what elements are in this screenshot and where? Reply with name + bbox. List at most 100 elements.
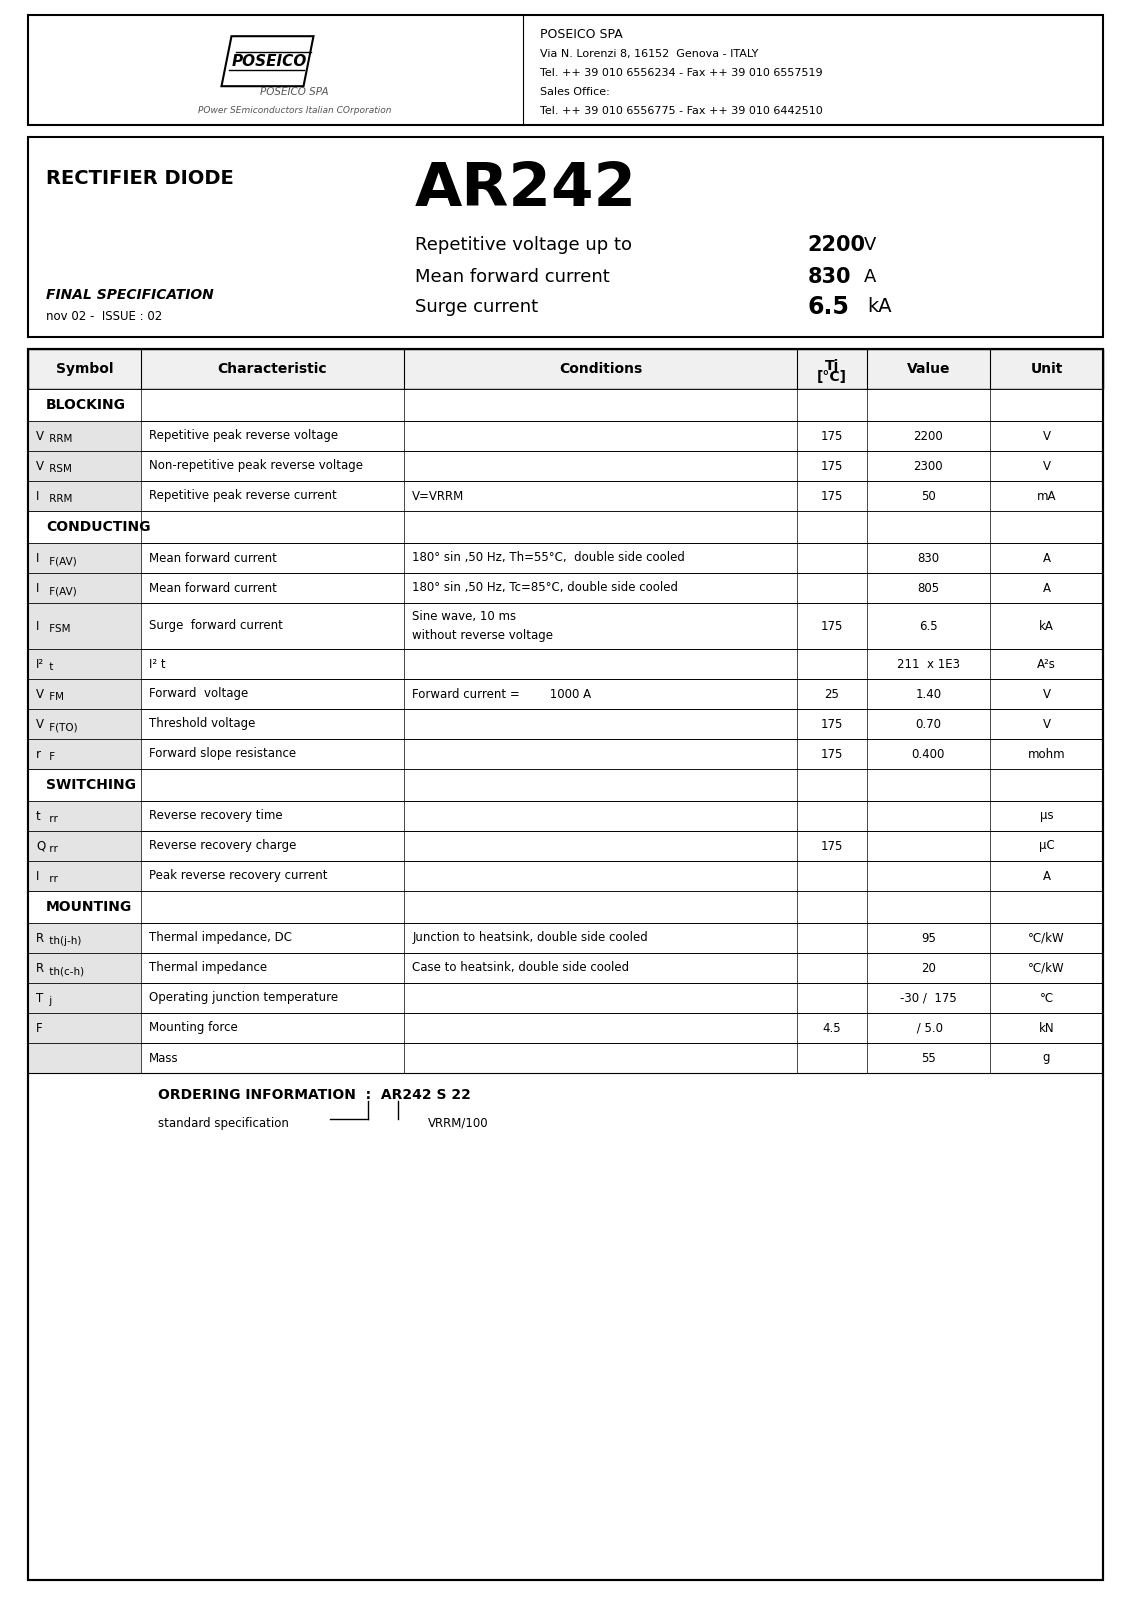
Bar: [28, 891, 1103, 923]
Text: 0.70: 0.70: [915, 717, 941, 731]
Text: R: R: [36, 931, 44, 944]
Text: A: A: [863, 267, 875, 286]
Text: V: V: [36, 429, 44, 443]
Bar: [28, 954, 141, 982]
Bar: [28, 542, 1103, 573]
Bar: [28, 982, 141, 1013]
Text: 175: 175: [820, 747, 843, 760]
Bar: [28, 650, 1103, 678]
Bar: [28, 1043, 1103, 1074]
Text: 0.400: 0.400: [912, 747, 946, 760]
Bar: [28, 709, 141, 739]
Text: Mass: Mass: [149, 1051, 179, 1064]
Text: 2200: 2200: [808, 235, 865, 254]
Text: RRM: RRM: [46, 494, 72, 504]
Text: Forward  voltage: Forward voltage: [149, 688, 248, 701]
Bar: [28, 451, 141, 482]
Text: 180° sin ,50 Hz, Tc=85°C, double side cooled: 180° sin ,50 Hz, Tc=85°C, double side co…: [413, 581, 679, 595]
Text: without reverse voltage: without reverse voltage: [413, 629, 553, 642]
Text: Conditions: Conditions: [559, 362, 642, 376]
Bar: [28, 861, 141, 891]
Text: Repetitive peak reverse voltage: Repetitive peak reverse voltage: [149, 429, 338, 443]
Text: 20: 20: [921, 962, 935, 974]
Bar: [28, 954, 1103, 982]
Bar: [28, 982, 1103, 1013]
Text: MOUNTING: MOUNTING: [46, 899, 132, 914]
Text: ORDERING INFORMATION  :  AR242 S 22: ORDERING INFORMATION : AR242 S 22: [158, 1088, 470, 1102]
Text: F(TO): F(TO): [46, 722, 78, 733]
Text: V: V: [1043, 717, 1051, 731]
Text: POwer SEmiconductors Italian COrporation: POwer SEmiconductors Italian COrporation: [198, 106, 391, 115]
Text: 50: 50: [921, 490, 935, 502]
Text: 175: 175: [820, 490, 843, 502]
Bar: [28, 802, 141, 830]
Bar: [28, 1013, 1103, 1043]
Text: 830: 830: [808, 267, 851, 286]
Text: Case to heatsink, double side cooled: Case to heatsink, double side cooled: [413, 962, 629, 974]
Text: VRRM/100: VRRM/100: [428, 1117, 489, 1130]
Text: Via N. Lorenzi 8, 16152  Genova - ITALY: Via N. Lorenzi 8, 16152 Genova - ITALY: [541, 50, 759, 59]
Text: V: V: [1043, 429, 1051, 443]
Bar: [28, 678, 1103, 709]
Text: I: I: [36, 490, 40, 502]
Bar: [28, 349, 1103, 389]
Text: 6.5: 6.5: [920, 619, 938, 632]
Text: g: g: [1043, 1051, 1051, 1064]
Bar: [28, 451, 1103, 482]
Text: rr: rr: [46, 874, 58, 883]
Bar: [28, 349, 1103, 1581]
Text: 4.5: 4.5: [822, 1021, 840, 1035]
Bar: [28, 1013, 141, 1043]
Text: A: A: [1043, 581, 1051, 595]
Text: 6.5: 6.5: [808, 294, 849, 318]
Text: 180° sin ,50 Hz, Th=55°C,  double side cooled: 180° sin ,50 Hz, Th=55°C, double side co…: [413, 552, 685, 565]
Text: 95: 95: [921, 931, 935, 944]
Text: 1.40: 1.40: [915, 688, 941, 701]
Bar: [28, 861, 1103, 891]
Text: th(c-h): th(c-h): [46, 966, 84, 976]
Text: T: T: [36, 992, 43, 1005]
Bar: [28, 830, 141, 861]
Text: nov 02 -  ISSUE : 02: nov 02 - ISSUE : 02: [46, 310, 162, 323]
Text: mohm: mohm: [1028, 747, 1065, 760]
Text: 2200: 2200: [914, 429, 943, 443]
Text: 2300: 2300: [914, 459, 943, 472]
Text: Non-repetitive peak reverse voltage: Non-repetitive peak reverse voltage: [149, 459, 363, 472]
Text: standard specification: standard specification: [158, 1117, 288, 1130]
Text: POSEICO SPA: POSEICO SPA: [260, 86, 329, 98]
Text: I: I: [36, 869, 40, 883]
Text: 55: 55: [921, 1051, 935, 1064]
Text: Tj: Tj: [824, 358, 839, 373]
Text: Symbol: Symbol: [55, 362, 113, 376]
Text: rr: rr: [46, 845, 58, 854]
Bar: [28, 14, 1103, 125]
Text: Peak reverse recovery current: Peak reverse recovery current: [149, 869, 327, 883]
Text: R: R: [36, 962, 44, 974]
Text: Surge current: Surge current: [415, 298, 538, 317]
Text: POSEICO SPA: POSEICO SPA: [541, 29, 623, 42]
Text: Tel. ++ 39 010 6556775 - Fax ++ 39 010 6442510: Tel. ++ 39 010 6556775 - Fax ++ 39 010 6…: [541, 106, 823, 117]
Text: A²s: A²s: [1037, 658, 1056, 670]
Text: Characteristic: Characteristic: [218, 362, 327, 376]
Text: V: V: [1043, 459, 1051, 472]
Bar: [28, 802, 1103, 830]
Text: 175: 175: [820, 717, 843, 731]
Text: Mean forward current: Mean forward current: [149, 581, 277, 595]
Bar: [28, 510, 1103, 542]
Bar: [28, 573, 1103, 603]
Text: Threshold voltage: Threshold voltage: [149, 717, 256, 731]
Text: V: V: [863, 235, 875, 254]
Text: Sales Office:: Sales Office:: [541, 86, 611, 98]
Text: SWITCHING: SWITCHING: [46, 778, 136, 792]
Text: Repetitive voltage up to: Repetitive voltage up to: [415, 235, 632, 254]
Bar: [28, 482, 141, 510]
Bar: [28, 770, 1103, 802]
Text: RSM: RSM: [46, 464, 72, 474]
Polygon shape: [222, 37, 313, 86]
Bar: [28, 709, 1103, 739]
Text: t: t: [46, 662, 53, 672]
Text: CONDUCTING: CONDUCTING: [46, 520, 150, 534]
Text: Thermal impedance, DC: Thermal impedance, DC: [149, 931, 292, 944]
Bar: [28, 830, 1103, 861]
Text: °C: °C: [1039, 992, 1054, 1005]
